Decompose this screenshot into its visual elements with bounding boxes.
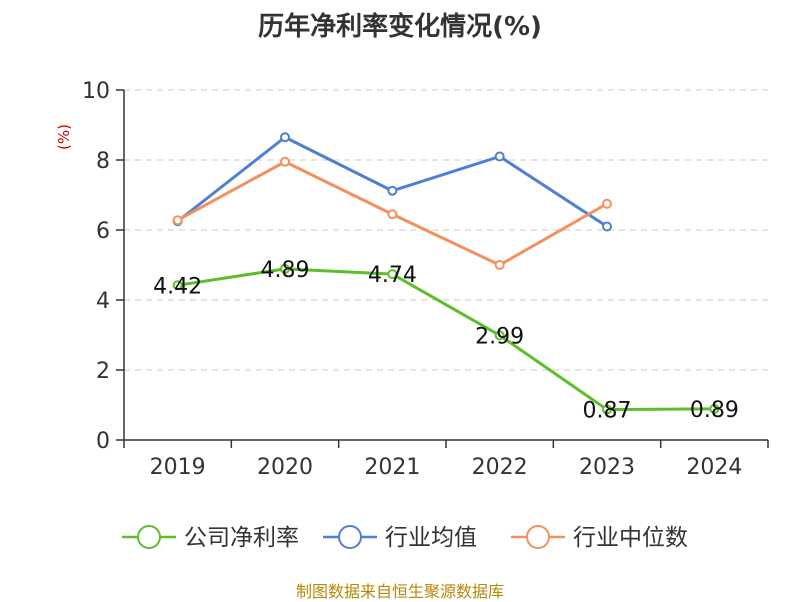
- legend-label: 行业均值: [385, 525, 477, 551]
- series-line: [177, 267, 715, 412]
- data-point: [494, 260, 505, 270]
- data-point: [280, 132, 290, 143]
- legend-marker: [137, 525, 161, 549]
- data-point: [602, 221, 612, 232]
- data-label: 4.42: [153, 274, 202, 299]
- y-tick-label: 6: [96, 219, 110, 244]
- data-label: 0.89: [690, 398, 739, 423]
- data-point: [387, 185, 398, 196]
- data-point: [280, 156, 290, 167]
- y-tick-label: 10: [82, 79, 110, 104]
- y-tick-label: 0: [96, 429, 110, 454]
- legend-label: 公司净利率: [184, 525, 299, 551]
- data-label: 2.99: [475, 324, 524, 349]
- y-tick-label: 4: [96, 289, 110, 314]
- x-tick-label: 2023: [579, 455, 635, 480]
- data-label: 0.87: [583, 399, 632, 424]
- legend-marker: [526, 525, 550, 549]
- data-source-note: 制图数据来自恒生聚源数据库: [295, 582, 504, 601]
- data-point: [494, 330, 505, 341]
- y-tick-label: 2: [96, 359, 110, 384]
- data-point: [602, 198, 612, 209]
- data-point: [172, 280, 183, 291]
- data-label: 4.89: [261, 258, 310, 283]
- data-label: 4.74: [368, 263, 417, 288]
- chart-title: 历年净利率变化情况(%): [258, 12, 542, 42]
- data-point: [387, 269, 398, 280]
- y-tick-label: 8: [96, 149, 110, 174]
- x-tick-label: 2021: [364, 455, 420, 480]
- x-tick-label: 2020: [257, 455, 313, 480]
- legend-label: 行业中位数: [573, 525, 688, 551]
- data-point: [280, 263, 290, 274]
- data-point: [709, 403, 720, 414]
- data-point: [602, 404, 612, 415]
- x-tick-label: 2019: [150, 455, 206, 480]
- data-point: [387, 209, 398, 220]
- legend-marker: [338, 525, 362, 549]
- x-tick-label: 2024: [686, 455, 742, 480]
- x-tick-label: 2022: [472, 455, 528, 480]
- data-point: [172, 215, 183, 226]
- data-point: [494, 151, 505, 162]
